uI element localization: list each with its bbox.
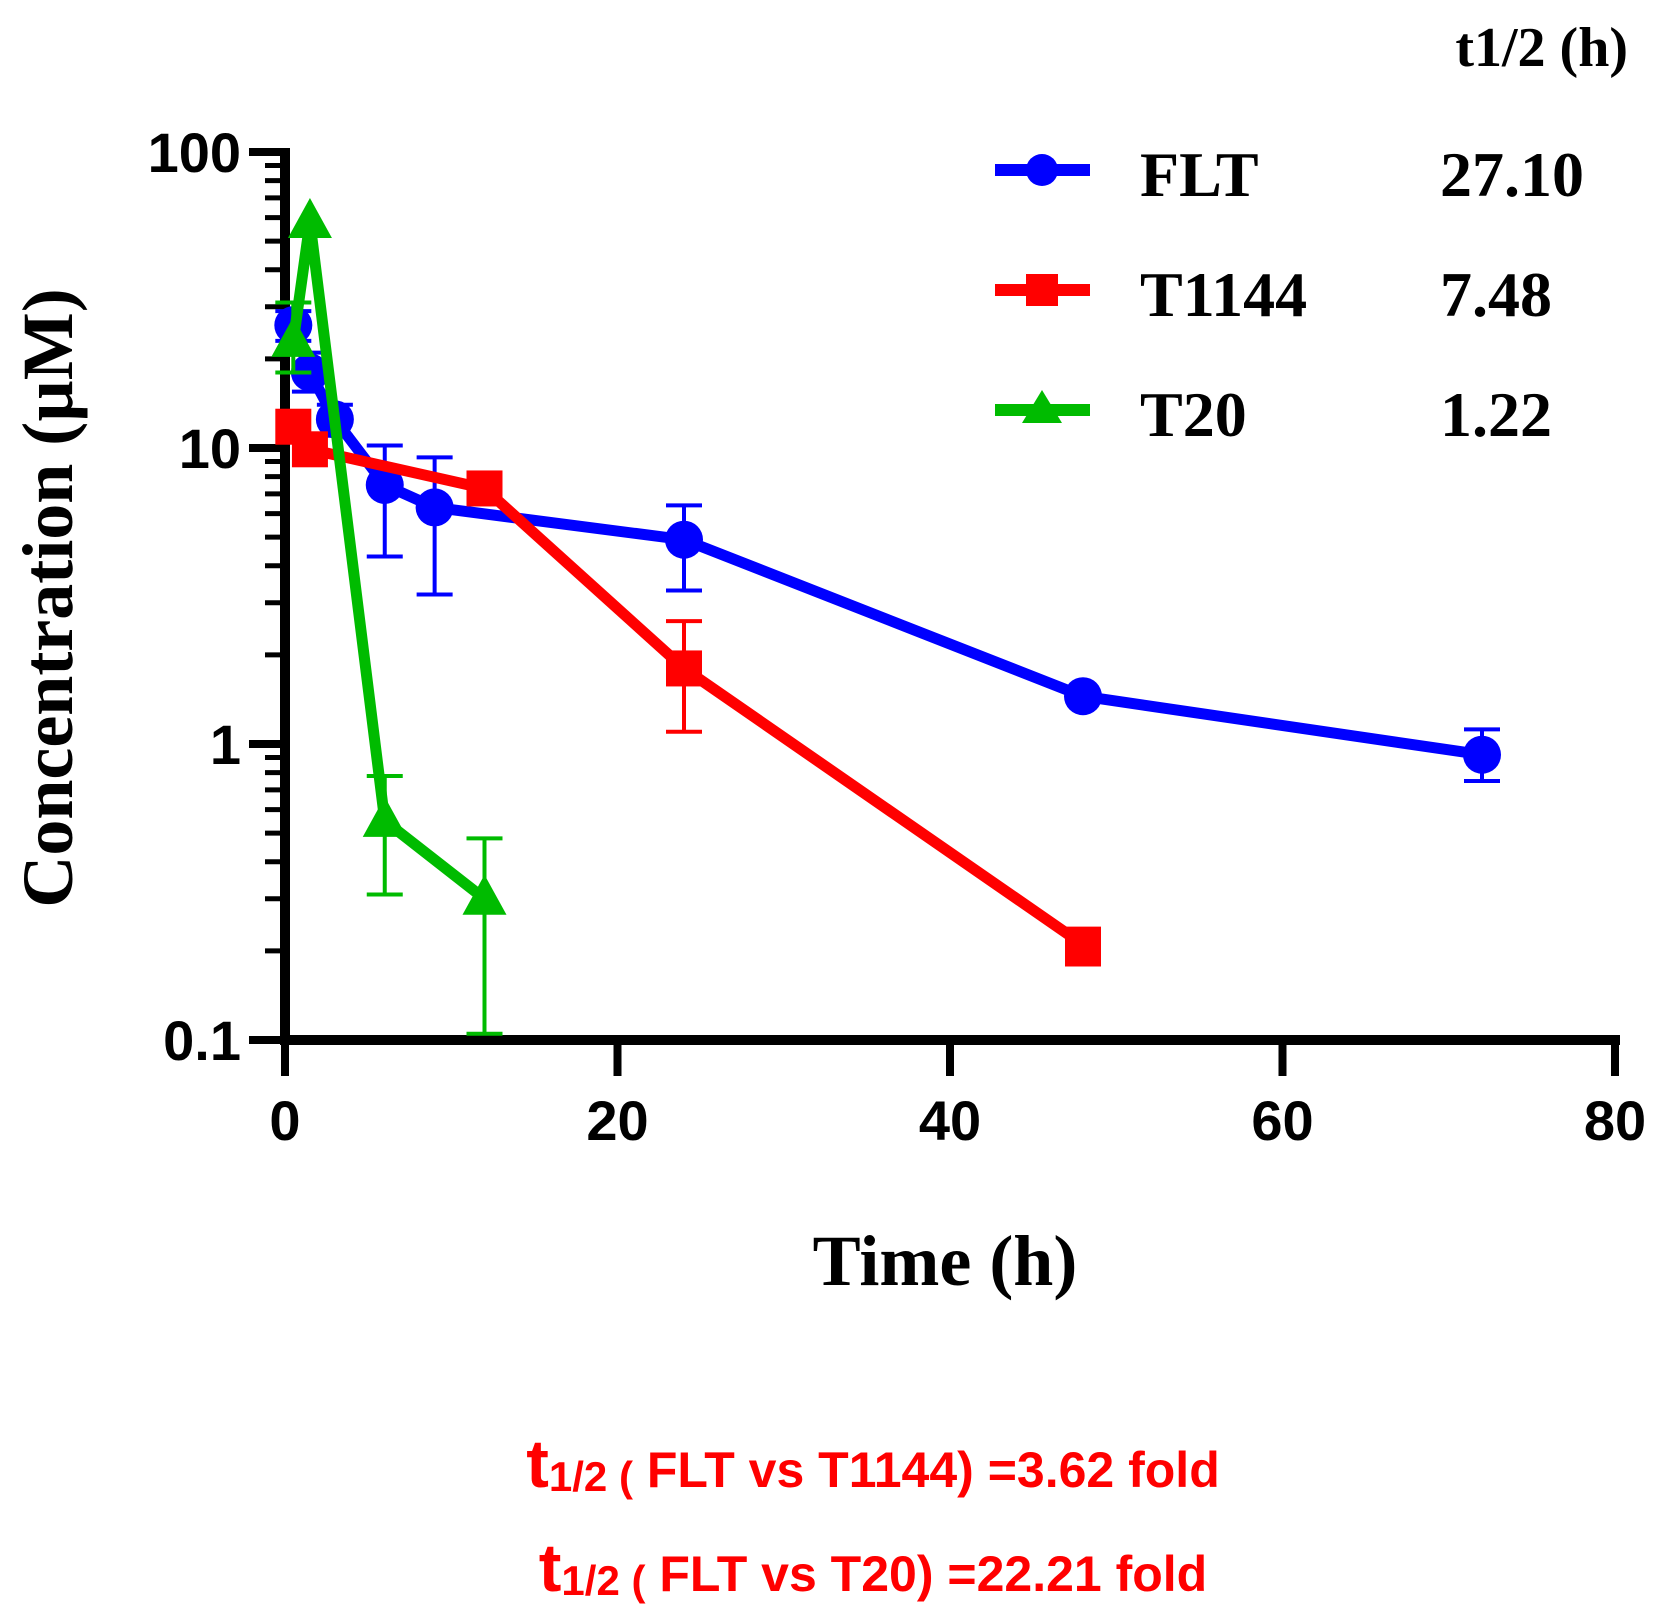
legend-half-life-t20: 1.22 [1440, 379, 1552, 450]
x-tick-label: 60 [1251, 1089, 1313, 1152]
legend-item-t20: T20 1.22 [995, 379, 1552, 450]
legend: t1/2 (h) FLT 27.10 T1144 7.48 T20 1.22 [995, 17, 1628, 450]
series-line-flt [288, 323, 1483, 761]
series-flt [274, 306, 1501, 783]
annotation-1-t: t [526, 1426, 549, 1502]
legend-half-life-t1144: 7.48 [1440, 259, 1552, 330]
data-point-t1144 [291, 431, 328, 468]
series-line-t20 [287, 216, 488, 904]
series-t20 [271, 198, 507, 1036]
legend-marker-t20 [1022, 390, 1062, 423]
annotation-2-subscript: 1/2 ( [561, 1557, 645, 1604]
legend-half-life-flt: 27.10 [1440, 139, 1584, 210]
legend-marker-t1144 [1026, 274, 1058, 306]
legend-label-t1144: T1144 [1140, 259, 1307, 330]
data-point-t1144 [666, 650, 702, 687]
legend-item-flt: FLT 27.10 [995, 139, 1584, 210]
x-tick-label: 0 [269, 1089, 300, 1152]
plot-area [271, 198, 1501, 1036]
y-tick-label: 0.1 [163, 1009, 241, 1072]
x-axis-label: Time (h) [813, 1221, 1078, 1301]
data-point-flt [415, 488, 454, 527]
axes: 0.1 1 10 100 0 20 40 60 80 [148, 121, 1647, 1152]
legend-header: t1/2 (h) [1455, 17, 1628, 79]
data-point-t20 [462, 874, 507, 915]
y-axis-label: Concentration (µM) [8, 288, 88, 907]
data-point-flt [1064, 677, 1102, 716]
annotation-flt-vs-t1144: t1/2 ( FLT vs T1144) =3.62 fold [526, 1426, 1220, 1502]
data-point-flt [1463, 735, 1501, 774]
x-tick-label: 20 [586, 1089, 648, 1152]
y-tick-label: 100 [148, 121, 241, 184]
data-point-flt [365, 465, 404, 504]
data-point-t20 [271, 316, 316, 357]
legend-item-t1144: T1144 7.48 [995, 259, 1552, 330]
y-tick-label: 1 [210, 713, 241, 776]
y-tick-label: 10 [179, 417, 241, 480]
annotation-2-text: FLT vs T20) =22.21 fold [645, 1546, 1207, 1602]
data-point-t20 [287, 198, 332, 239]
x-tick-label: 80 [1584, 1089, 1646, 1152]
legend-marker-flt [1026, 154, 1058, 186]
annotation-1-text: FLT vs T1144) =3.62 fold [633, 1442, 1220, 1498]
annotation-flt-vs-t20: t1/2 ( FLT vs T20) =22.21 fold [539, 1530, 1207, 1606]
data-point-t1144 [466, 470, 503, 507]
series-t1144 [275, 408, 1101, 967]
data-point-t20 [362, 796, 407, 837]
data-point-t1144 [1065, 926, 1101, 963]
legend-label-flt: FLT [1140, 139, 1259, 210]
legend-label-t20: T20 [1140, 379, 1247, 450]
x-tick-label: 40 [919, 1089, 981, 1152]
annotation-2-t: t [539, 1530, 562, 1606]
annotation-1-subscript: 1/2 ( [549, 1453, 633, 1500]
data-point-flt [665, 520, 703, 559]
